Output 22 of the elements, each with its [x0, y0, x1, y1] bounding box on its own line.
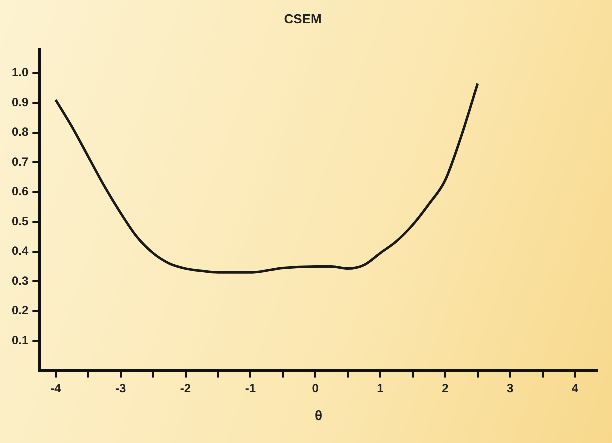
y-tick-label: 0.4: [12, 244, 29, 258]
x-tick-label: 4: [572, 381, 579, 396]
x-tick-label: 0: [312, 381, 320, 396]
x-tick-label: -4: [50, 381, 62, 396]
x-tick-label: 2: [442, 381, 450, 396]
x-tick-label: -3: [115, 381, 126, 396]
x-axis-title: θ: [315, 407, 323, 424]
x-tick-label: -2: [180, 381, 192, 396]
y-tick-label: 0.6: [12, 184, 29, 199]
y-tick-label: 0.7: [12, 154, 29, 169]
x-tick-label: -1: [245, 381, 256, 396]
y-tick-label: 1.0: [12, 66, 29, 80]
y-tick-label: 0.5: [12, 214, 29, 228]
y-tick-label: 0.1: [12, 333, 29, 348]
y-tick-label: 0.8: [12, 125, 29, 140]
y-tick-label: 0.9: [12, 95, 29, 110]
y-tick-label: 0.2: [12, 304, 29, 318]
y-tick-label: 0.3: [12, 274, 29, 288]
chart-title: CSEM: [284, 11, 322, 26]
x-tick-label: 1: [377, 381, 384, 396]
x-tick-label: 3: [507, 381, 514, 396]
line-series: [54, 82, 480, 274]
